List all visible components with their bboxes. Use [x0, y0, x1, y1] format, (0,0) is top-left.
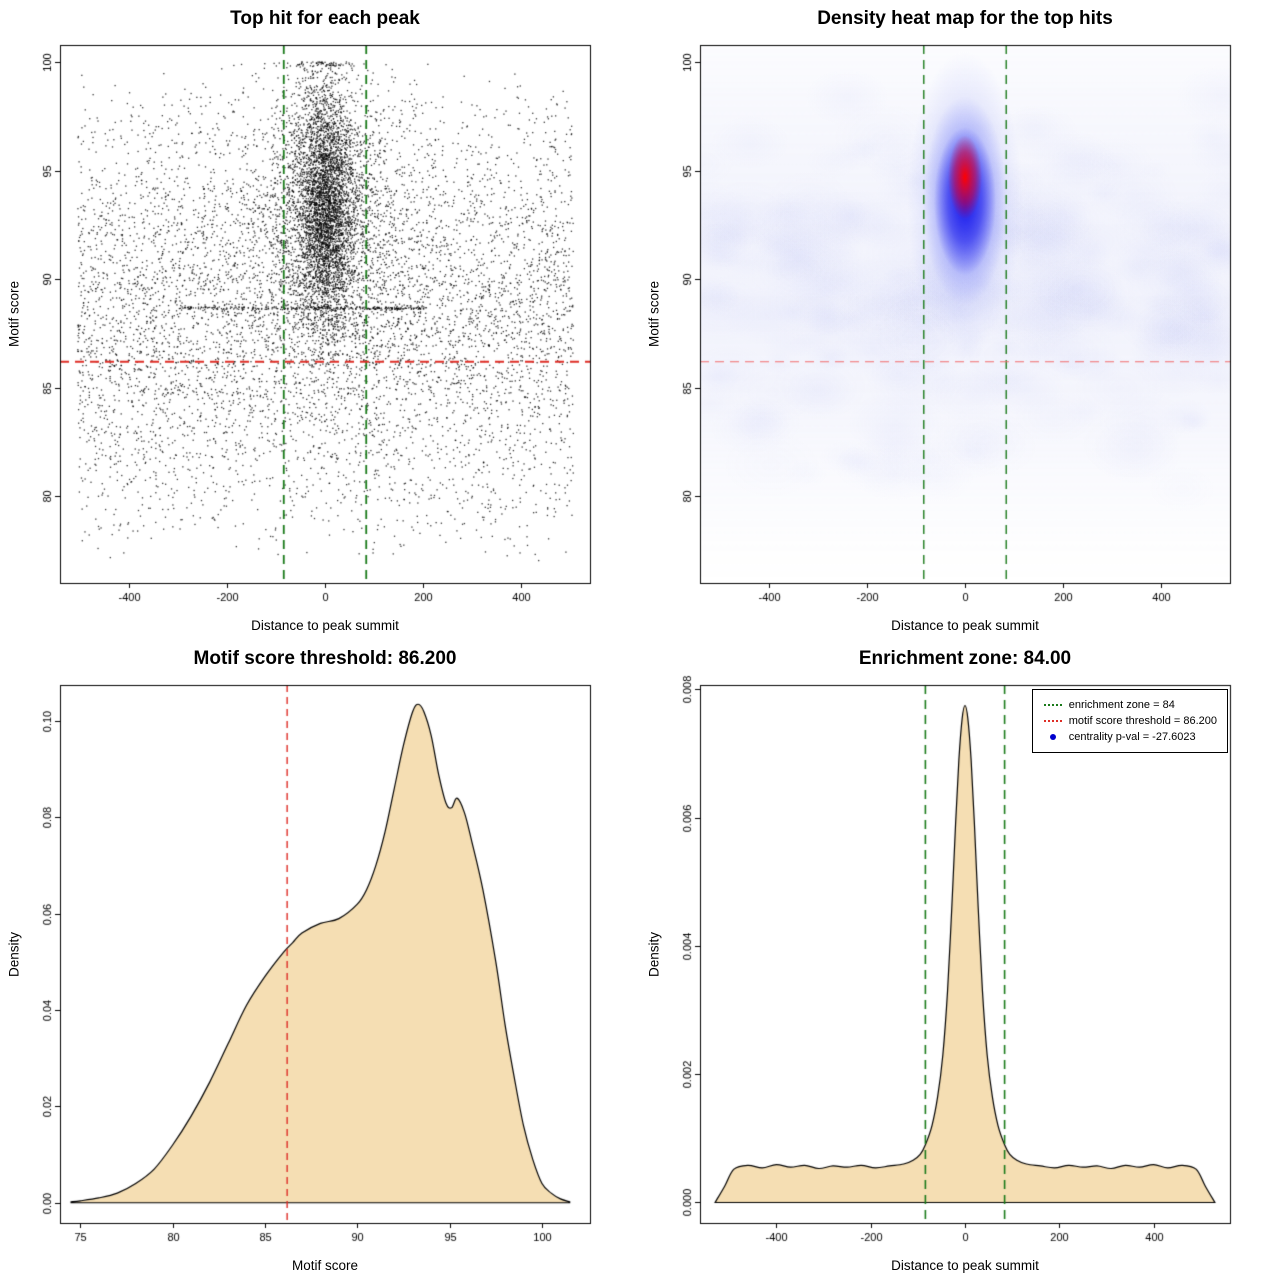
enrichment-zone-line-icon — [1040, 704, 1066, 706]
legend-label-enrichment-zone: enrichment zone = 84 — [1068, 699, 1175, 711]
legend-item-enrichment-zone: enrichment zone = 84 — [1040, 697, 1217, 713]
score-density-title: Motif score threshold: 86.200 — [193, 648, 457, 669]
score-density-canvas — [0, 640, 640, 1280]
centrality-pval-dot-icon — [1040, 734, 1066, 740]
distance-density-title: Enrichment zone: 84.00 — [858, 648, 1072, 669]
heatmap-xlabel: Distance to peak summit — [891, 618, 1039, 633]
distance-density-panel: Enrichment zone: 84.00 Distance to peak … — [640, 640, 1280, 1280]
legend-label-score-threshold: motif score threshold = 86.200 — [1068, 715, 1217, 727]
plot-legend: enrichment zone = 84 motif score thresho… — [1031, 689, 1228, 753]
score-density-xlabel: Motif score — [291, 1258, 359, 1273]
heatmap-panel: Density heat map for the top hits Distan… — [640, 0, 1280, 640]
scatter-title: Top hit for each peak — [230, 8, 420, 29]
score-density-panel: Motif score threshold: 86.200 Motif scor… — [0, 640, 640, 1280]
distance-density-xlabel: Distance to peak summit — [891, 1258, 1039, 1273]
distance-density-ylabel: Density — [646, 931, 662, 977]
score-threshold-line-icon — [1040, 720, 1066, 722]
scatter-plot-canvas — [0, 0, 640, 640]
legend-item-centrality-pval: centrality p-val = -27.6023 — [1040, 729, 1217, 745]
scatter-panel: Top hit for each peak Distance to peak s… — [0, 0, 640, 640]
legend-label-centrality-pval: centrality p-val = -27.6023 — [1068, 731, 1196, 743]
heatmap-title: Density heat map for the top hits — [817, 8, 1113, 29]
legend-item-score-threshold: motif score threshold = 86.200 — [1040, 713, 1217, 729]
score-density-ylabel: Density — [6, 931, 22, 977]
scatter-xlabel: Distance to peak summit — [251, 618, 399, 633]
scatter-ylabel: Motif score — [6, 280, 22, 348]
heatmap-ylabel: Motif score — [646, 280, 662, 348]
heatmap-plot-canvas — [640, 0, 1280, 640]
